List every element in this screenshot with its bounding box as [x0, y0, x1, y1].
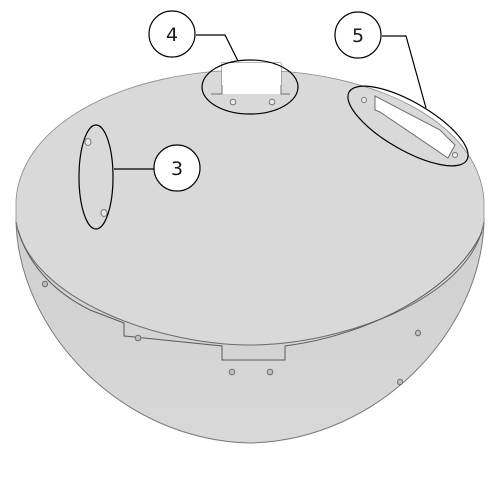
callout-4-leader	[196, 34, 239, 62]
right-slot	[374, 95, 456, 159]
hole-left-upper	[84, 138, 92, 146]
callout-4-bubble	[148, 10, 196, 58]
callout-5-bubble	[334, 11, 382, 59]
hole-outer-right	[415, 329, 421, 337]
hole-outer-front-left	[134, 334, 142, 342]
hole-right-lower	[452, 152, 458, 158]
rim-edge	[15, 221, 485, 346]
hole-outer-front-center-right	[266, 368, 274, 376]
hole-outer-right-lower	[397, 378, 403, 386]
hole-top-left	[229, 98, 237, 106]
callout-3-bubble	[153, 144, 201, 192]
callout-3-highlight	[78, 124, 114, 230]
callout-3-label: 3	[171, 158, 183, 180]
callout-4-label: 4	[166, 24, 178, 46]
hole-right-upper	[361, 97, 367, 103]
callout-5-highlight	[347, 85, 469, 167]
hole-top-right	[268, 98, 276, 106]
callout-5-label: 5	[352, 25, 364, 47]
flange-edge	[17, 229, 483, 361]
hole-left-lower	[100, 209, 108, 217]
hole-outer-left	[42, 280, 48, 288]
hole-outer-front-center-left	[228, 368, 236, 376]
top-notch-gap	[222, 63, 281, 85]
callout-4-highlight	[201, 59, 299, 115]
callout-5-leader	[382, 35, 427, 109]
